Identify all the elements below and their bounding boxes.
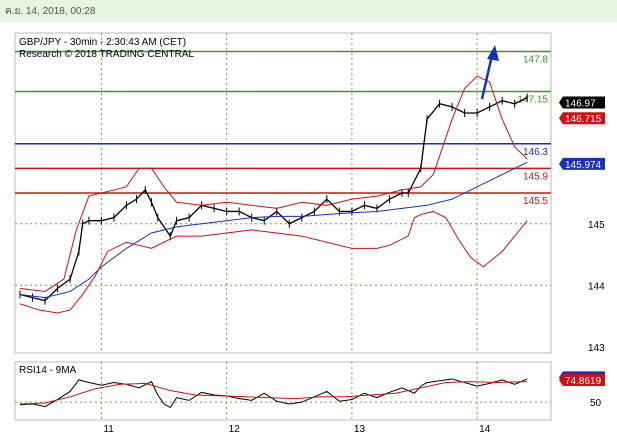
price-tag-box	[559, 112, 605, 125]
chart-subtitle: Research © 2018 TRADING CENTRAL	[19, 49, 194, 60]
x-tick-label: 13	[354, 424, 366, 435]
date-time-bar: ค.ย. 14, 2018, 00:28	[0, 0, 617, 22]
price-tag-box	[559, 157, 605, 170]
rsi-title: RSI14 - 9MA	[19, 365, 77, 376]
y-tick-label-partial: 143	[588, 343, 605, 354]
price-tag-label: 145.974	[565, 160, 602, 171]
axis-layer: 11 12 13 14 144 145 143 50	[103, 220, 605, 435]
price-tag-label: 146.97	[565, 99, 596, 110]
band-series-line	[19, 210, 528, 314]
x-tick-label: 12	[229, 424, 241, 435]
y-tick-label: 145	[588, 220, 605, 231]
date-time-text: ค.ย. 14, 2018, 00:28	[5, 6, 96, 17]
band-series-line	[19, 75, 528, 292]
rsi-value-tag-box	[559, 373, 605, 386]
x-tick-label: 14	[479, 424, 491, 435]
y-tick-label: 144	[588, 281, 605, 292]
level-label: 145.9	[523, 171, 548, 182]
level-label: 145.5	[523, 196, 548, 207]
rsi-panel-frame	[14, 361, 552, 421]
level-layer: 147.8 147.15 146.3 145.9 145.5	[15, 50, 551, 207]
series-layer	[19, 75, 528, 409]
level-label: 147.15	[517, 94, 548, 105]
forecast-arrow-icon	[480, 45, 499, 100]
price-tag-label: 146.715	[565, 114, 602, 125]
chart-title: GBP/JPY - 30min - 2:30:43 AM (CET)	[19, 37, 186, 48]
level-label: 147.8	[523, 54, 548, 65]
ma-series-line	[19, 161, 528, 299]
rsi-value-tag-label: 74.8619	[565, 376, 602, 387]
price-tag-box	[559, 96, 605, 109]
rsima-series-line	[19, 381, 528, 405]
rsi-series-line	[19, 378, 528, 409]
level-label: 146.3	[523, 147, 548, 158]
close-series-line	[19, 97, 528, 302]
rsi-y-tick-label: 50	[590, 398, 602, 409]
x-tick-label: 11	[103, 424, 114, 435]
